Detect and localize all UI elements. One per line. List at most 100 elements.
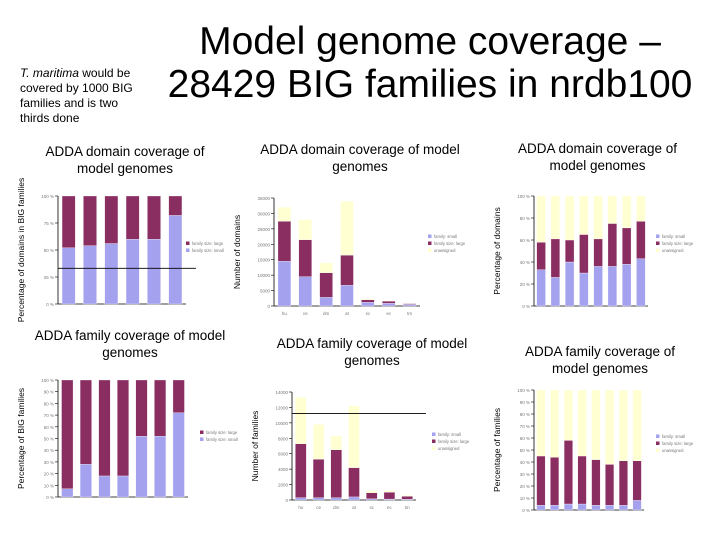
bar-segment	[117, 379, 129, 477]
bar-segment	[591, 459, 601, 506]
bar-segment	[536, 389, 546, 457]
x-tick-label: hu	[282, 311, 288, 316]
y-tick-label: 60 %	[520, 436, 530, 441]
chart-title-line: ADDA family coverage of model	[276, 336, 468, 351]
bar-segment	[348, 405, 360, 468]
legend-swatch	[656, 441, 660, 445]
bar-segment	[550, 195, 560, 240]
chart-title-family-pct: ADDA family coverage of model genomes	[25, 327, 235, 361]
legend-label: unassigned	[438, 446, 460, 451]
bar-segment	[536, 505, 546, 511]
y-axis-label: Number of domains	[232, 215, 242, 289]
y-axis-label: Number of families	[250, 411, 260, 482]
legend-label: family: small	[434, 234, 457, 239]
legend-swatch	[200, 430, 204, 434]
y-tick-label: 6000	[278, 452, 289, 457]
legend-label: family size: small	[206, 437, 238, 442]
y-tick-label: 100 %	[41, 378, 54, 383]
bar-segment	[312, 424, 325, 460]
chart-title-line: ADDA domain coverage of model	[260, 142, 460, 157]
y-axis-label: Percentage of BIG families	[16, 388, 26, 489]
x-tick-label: at	[352, 505, 357, 510]
bar-segment	[330, 435, 342, 451]
legend-swatch	[656, 241, 660, 245]
bar-segment	[536, 455, 546, 506]
x-tick-label: dm	[323, 311, 330, 316]
bar-segment	[618, 505, 628, 511]
chart-title-line: model genomes	[551, 361, 649, 376]
legend-swatch	[656, 248, 660, 252]
legend-label: family size: large	[192, 241, 224, 246]
bar-segment	[550, 389, 560, 458]
bar-segment	[550, 505, 560, 511]
y-tick-label: 30000	[257, 211, 270, 216]
chart-title-domain-pct: ADDA domain coverage of model genomes	[30, 143, 220, 177]
y-tick-label: 100 %	[517, 388, 530, 393]
bar-segment	[579, 195, 589, 235]
y-tick-label: 60 %	[520, 238, 530, 243]
bar-segment	[383, 490, 396, 493]
legend-swatch	[656, 434, 660, 438]
legend-label: family size: large	[662, 241, 694, 246]
y-tick-label: 20 %	[44, 472, 54, 477]
x-tick-label: tm	[407, 311, 412, 316]
bar-segment	[154, 379, 167, 437]
x-tick-label: sc	[366, 311, 371, 316]
chart-title-domain-count: ADDA domain coverage of model genomes	[250, 141, 470, 175]
y-tick-label: 80 %	[520, 412, 530, 417]
slide-title: Model genome coverage – 28429 BIG famili…	[150, 20, 710, 106]
y-tick-label: 10 %	[44, 483, 54, 488]
bar-segment	[618, 389, 628, 461]
y-tick-label: 40 %	[520, 460, 530, 465]
bar-segment	[135, 379, 148, 437]
y-tick-label: 20 %	[520, 282, 530, 287]
bar-segment	[319, 262, 333, 273]
y-tick-label: 30 %	[520, 472, 530, 477]
bar-segment	[607, 195, 617, 224]
bar-segment	[295, 397, 307, 444]
bar-segment	[125, 195, 140, 240]
bar-segment	[61, 195, 76, 248]
legend-swatch	[186, 241, 190, 245]
legend-label: family: small	[438, 432, 461, 437]
bar-segment	[340, 200, 354, 256]
y-tick-label: 70 %	[520, 424, 530, 429]
bar-segment	[605, 464, 615, 506]
chart-title-family-count: ADDA family coverage of model genomes	[262, 335, 482, 369]
chart-title-line: genomes	[332, 159, 388, 174]
bar-segment	[605, 505, 615, 511]
y-tick-label: 0 %	[522, 304, 530, 309]
y-tick-label: 75 %	[44, 221, 54, 226]
legend-label: family: small	[662, 234, 685, 239]
chart-title-family-pct-2: ADDA family coverage of model genomes	[510, 343, 690, 377]
bar-segment	[401, 495, 413, 497]
bar-segment	[636, 195, 646, 222]
y-tick-label: 100 %	[517, 194, 530, 199]
y-tick-label: 10 %	[520, 496, 530, 501]
y-tick-label: 90 %	[520, 400, 530, 405]
x-tick-label: at	[345, 311, 350, 316]
y-tick-label: 100 %	[41, 194, 54, 199]
y-tick-label: 8000	[278, 436, 289, 441]
slide-title-line2: 28429 BIG families in nrdb100	[167, 63, 693, 106]
y-tick-label: 60 %	[44, 425, 54, 430]
bar-segment	[172, 379, 185, 413]
bar-segment	[168, 195, 183, 216]
bar-segment	[79, 379, 92, 465]
y-tick-label: 90 %	[44, 390, 54, 395]
slide-title-line1: Model genome coverage –	[199, 20, 661, 63]
legend-swatch	[432, 432, 436, 436]
y-tick-label: 0 %	[46, 302, 54, 307]
legend-swatch	[186, 248, 190, 252]
bar-segment	[622, 195, 632, 229]
bar-segment	[83, 195, 97, 246]
y-tick-label: 40 %	[44, 448, 54, 453]
y-tick-label: 0	[267, 304, 270, 309]
x-tick-label: dm	[333, 505, 340, 510]
y-tick-label: 50 %	[44, 437, 54, 442]
bar-segment	[298, 219, 312, 240]
